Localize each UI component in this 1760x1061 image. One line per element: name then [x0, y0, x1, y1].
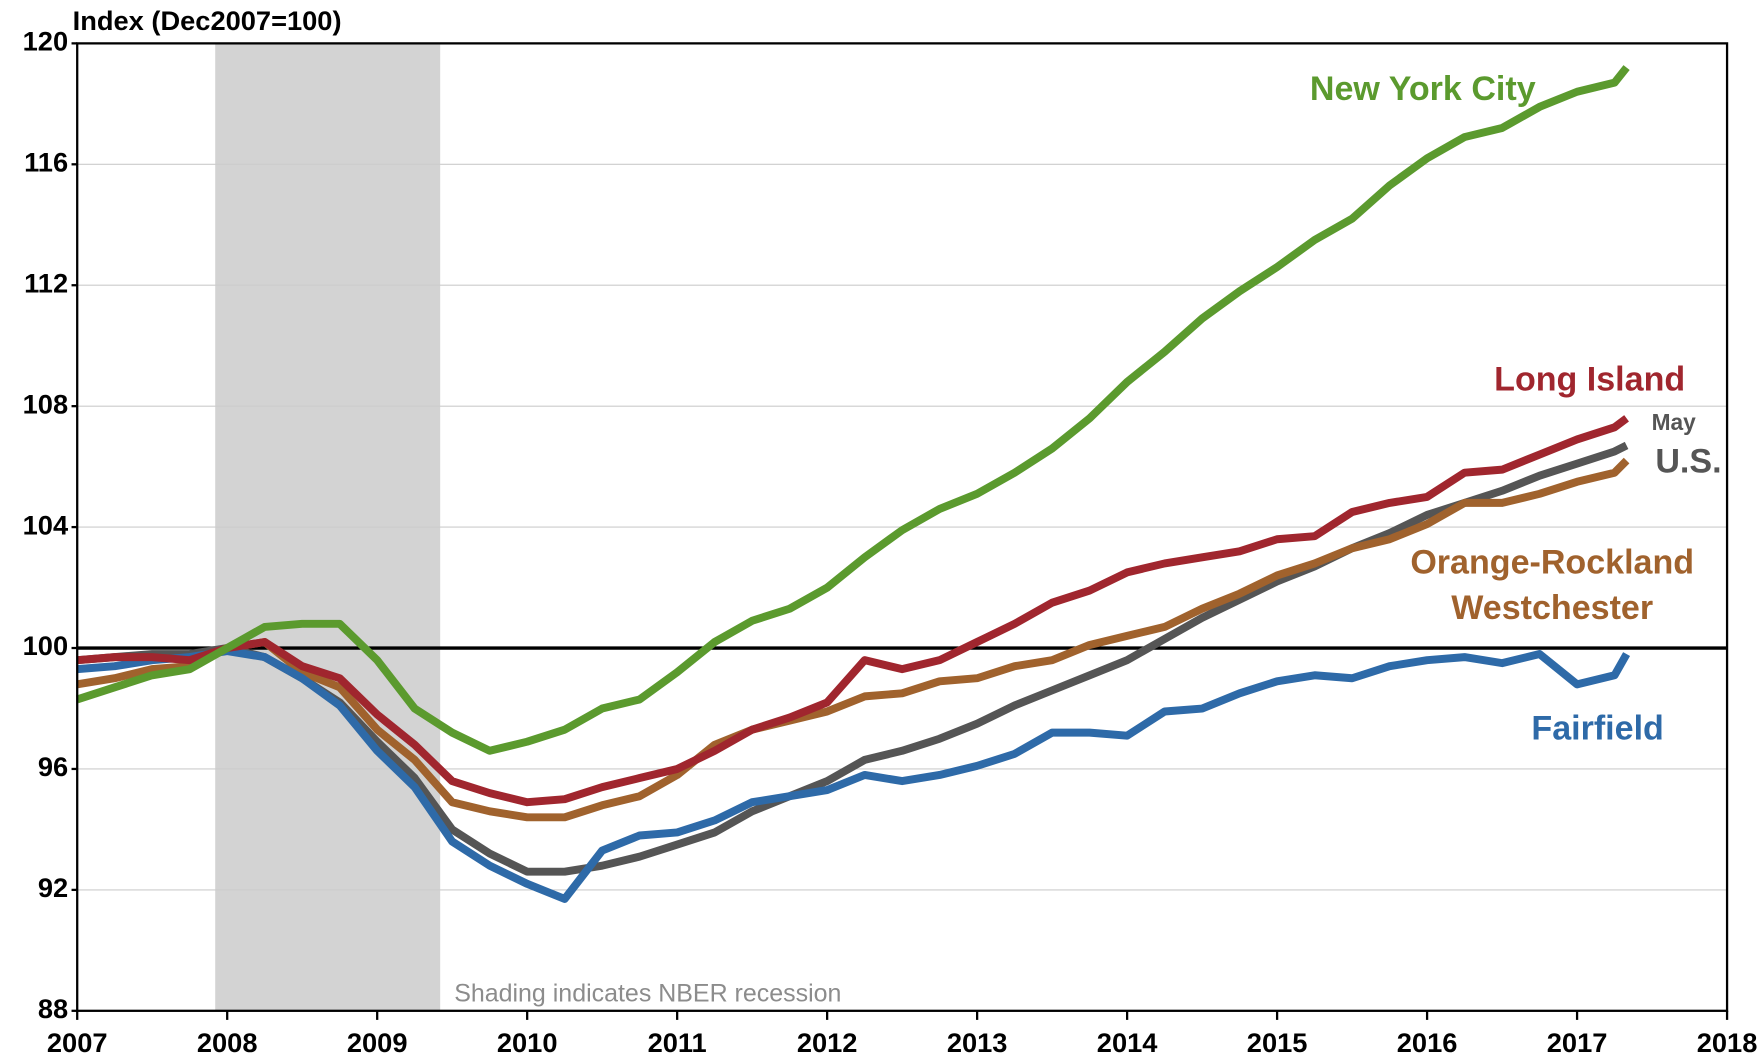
- y-tick-label: 88: [38, 993, 68, 1024]
- x-tick-label: 2013: [947, 1027, 1008, 1058]
- x-tick-label: 2012: [797, 1027, 858, 1058]
- x-tick-label: 2010: [497, 1027, 558, 1058]
- y-tick-label: 104: [23, 509, 69, 540]
- x-tick-label: 2018: [1697, 1027, 1758, 1058]
- series-line: [76, 415, 1629, 807]
- y-tick-label: 96: [38, 751, 68, 782]
- series-label: New York City: [1310, 70, 1536, 108]
- y-tick-label: 92: [38, 872, 68, 903]
- y-tick-label: 112: [24, 267, 68, 298]
- plot-frame: [76, 42, 1729, 1012]
- x-tick-label: 2009: [347, 1027, 408, 1058]
- x-tick-label: 2011: [648, 1027, 707, 1058]
- series-label: Orange-Rockland Westchester: [1410, 544, 1694, 627]
- y-tick-label: 108: [23, 388, 68, 419]
- x-tick-label: 2015: [1247, 1027, 1308, 1058]
- series-label: Long Island: [1494, 361, 1685, 399]
- series-line: [76, 647, 1631, 903]
- annotation: Shading indicates NBER recession: [454, 980, 841, 1008]
- series-label: Fairfield: [1531, 709, 1663, 747]
- series-label: U.S.: [1655, 443, 1721, 481]
- annotation: May: [1652, 409, 1697, 435]
- x-tick-label: 2017: [1547, 1027, 1608, 1058]
- x-tick-label: 2007: [47, 1027, 108, 1058]
- y-tick-label: 100: [23, 630, 68, 661]
- x-tick-label: 2016: [1397, 1027, 1458, 1058]
- x-tick-label: 2014: [1097, 1027, 1158, 1058]
- series-line: [76, 457, 1630, 822]
- x-tick-label: 2008: [197, 1027, 258, 1058]
- y-axis-label: Index (Dec2007=100): [73, 5, 342, 36]
- series-line: [75, 65, 1630, 755]
- y-tick-label: 116: [24, 147, 68, 178]
- y-tick-label: 120: [23, 26, 68, 57]
